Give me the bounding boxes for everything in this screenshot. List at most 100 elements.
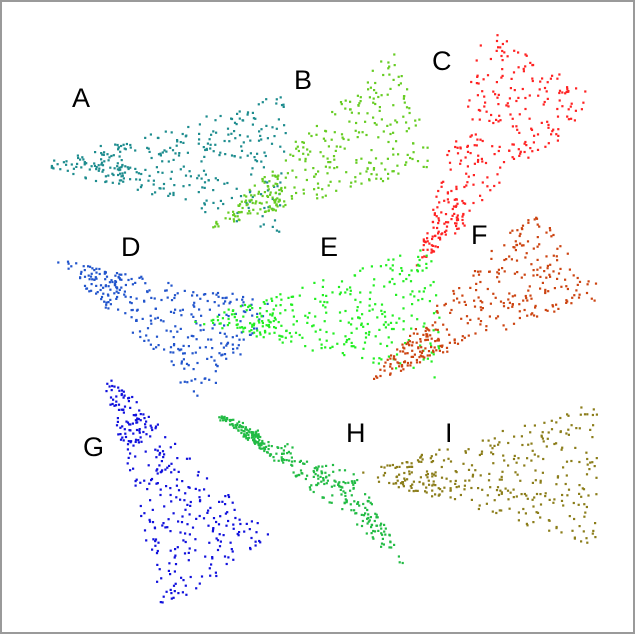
point-h: [240, 429, 243, 432]
point-f: [421, 350, 424, 353]
point-h: [230, 418, 233, 422]
point-a: [240, 145, 243, 148]
point-a: [259, 225, 262, 228]
point-i: [584, 511, 587, 514]
point-h: [350, 509, 353, 512]
point-g: [131, 422, 134, 425]
point-g: [188, 457, 191, 460]
point-c: [422, 244, 425, 247]
point-h: [370, 526, 373, 529]
point-f: [494, 296, 497, 299]
point-d: [109, 303, 112, 306]
point-f: [536, 236, 539, 239]
point-g: [119, 438, 123, 441]
point-d: [100, 298, 103, 301]
point-c: [551, 74, 554, 77]
point-g: [173, 590, 176, 593]
point-a: [282, 105, 285, 108]
point-c: [450, 218, 453, 221]
point-h: [286, 452, 289, 455]
point-e: [432, 329, 435, 332]
point-e: [323, 320, 326, 323]
point-c: [433, 234, 437, 238]
point-d: [256, 312, 259, 315]
point-d: [153, 297, 156, 300]
point-a: [234, 137, 237, 140]
point-i: [434, 493, 437, 496]
point-d: [248, 308, 252, 311]
point-i: [571, 529, 574, 532]
point-c: [524, 140, 527, 144]
point-e: [398, 273, 401, 276]
point-e: [361, 267, 364, 270]
point-h: [344, 494, 347, 497]
point-b: [291, 169, 294, 172]
point-a: [265, 98, 268, 101]
point-g: [186, 503, 189, 506]
point-i: [394, 466, 397, 469]
point-a: [76, 162, 79, 165]
point-i: [517, 511, 520, 514]
point-d: [87, 274, 90, 277]
point-g: [151, 508, 154, 511]
point-d: [172, 363, 175, 367]
point-a: [129, 143, 132, 147]
point-e: [320, 347, 323, 350]
point-e: [252, 324, 255, 327]
point-e: [355, 327, 358, 330]
point-f: [496, 276, 499, 279]
point-d: [231, 343, 234, 346]
point-c: [546, 81, 549, 84]
point-b: [402, 115, 405, 118]
point-c: [543, 100, 546, 104]
point-d: [216, 291, 220, 295]
point-a: [209, 143, 212, 146]
point-e: [251, 325, 254, 328]
point-f: [533, 218, 536, 221]
point-b: [263, 191, 266, 194]
point-c: [466, 144, 469, 147]
point-g: [185, 593, 188, 596]
point-a: [280, 104, 284, 107]
point-f: [440, 345, 443, 348]
point-i: [542, 457, 545, 461]
point-b: [339, 145, 342, 148]
point-g: [160, 577, 163, 580]
point-d: [192, 390, 195, 393]
point-e: [236, 326, 239, 329]
point-a: [203, 202, 206, 205]
point-h: [299, 469, 303, 472]
point-g: [167, 518, 170, 521]
point-i: [575, 427, 578, 430]
point-g: [177, 520, 180, 523]
point-a: [152, 183, 155, 186]
point-e: [272, 308, 275, 311]
point-b: [341, 136, 344, 139]
point-h: [257, 441, 260, 444]
point-c: [422, 248, 425, 251]
point-f: [513, 272, 516, 275]
point-e: [348, 338, 351, 341]
point-b: [260, 202, 263, 205]
point-a: [129, 166, 132, 169]
point-c: [469, 135, 472, 138]
point-b: [389, 87, 392, 90]
point-h: [259, 442, 262, 446]
point-h: [275, 452, 278, 455]
point-e: [281, 335, 284, 338]
point-b: [312, 167, 315, 170]
point-f: [546, 264, 549, 267]
point-h: [309, 488, 312, 491]
point-c: [511, 143, 514, 146]
point-f: [425, 326, 428, 329]
point-g: [211, 557, 214, 560]
point-e: [346, 288, 349, 291]
point-a: [144, 168, 147, 171]
point-i: [412, 480, 415, 483]
point-a: [205, 115, 208, 118]
point-d: [135, 319, 138, 322]
point-b: [322, 155, 325, 158]
point-g: [116, 420, 119, 423]
point-a: [216, 179, 219, 182]
point-g: [174, 563, 178, 566]
